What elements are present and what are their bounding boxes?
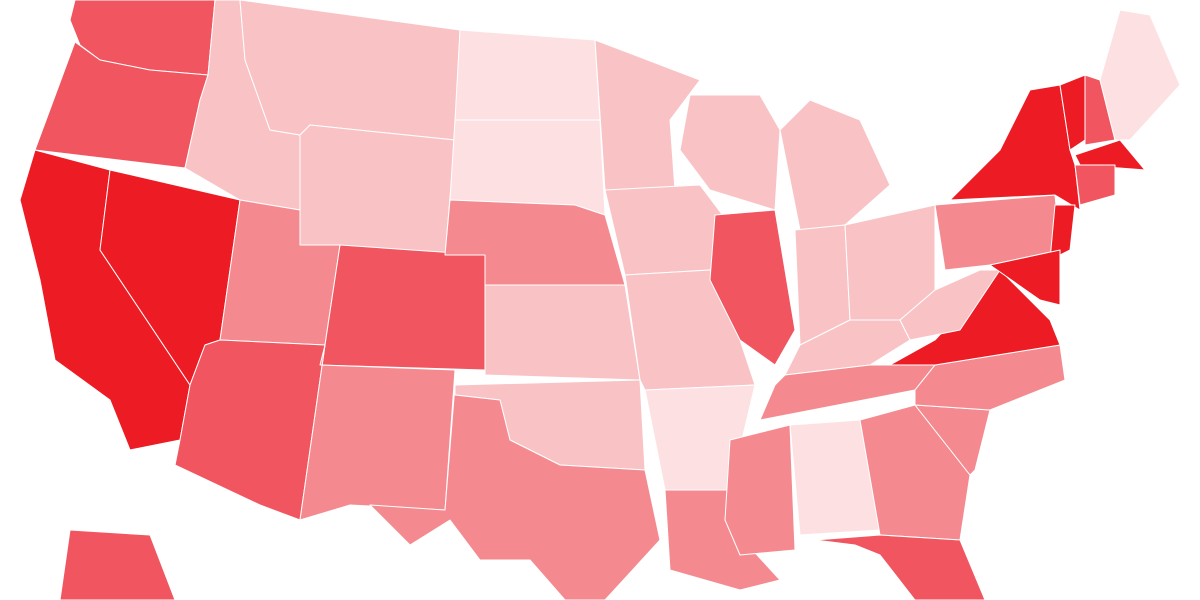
- state: [1099, 9, 1181, 141]
- state: [889, 269, 1061, 366]
- state: [724, 424, 796, 556]
- state: [59, 529, 176, 600]
- state: [594, 39, 701, 191]
- state: [709, 209, 796, 366]
- state: [454, 29, 601, 121]
- state: [319, 244, 486, 371]
- state: [1049, 204, 1076, 261]
- state: [174, 339, 326, 521]
- state: [814, 534, 986, 600]
- state: [949, 84, 1081, 211]
- state: [239, 0, 461, 141]
- state: [299, 344, 456, 521]
- state: [899, 269, 1001, 341]
- state: [989, 249, 1061, 306]
- state: [779, 99, 891, 231]
- state: [1074, 139, 1146, 171]
- state: [299, 124, 456, 256]
- state: [1074, 164, 1116, 206]
- state: [484, 284, 641, 381]
- state: [859, 404, 971, 541]
- state: [369, 384, 661, 600]
